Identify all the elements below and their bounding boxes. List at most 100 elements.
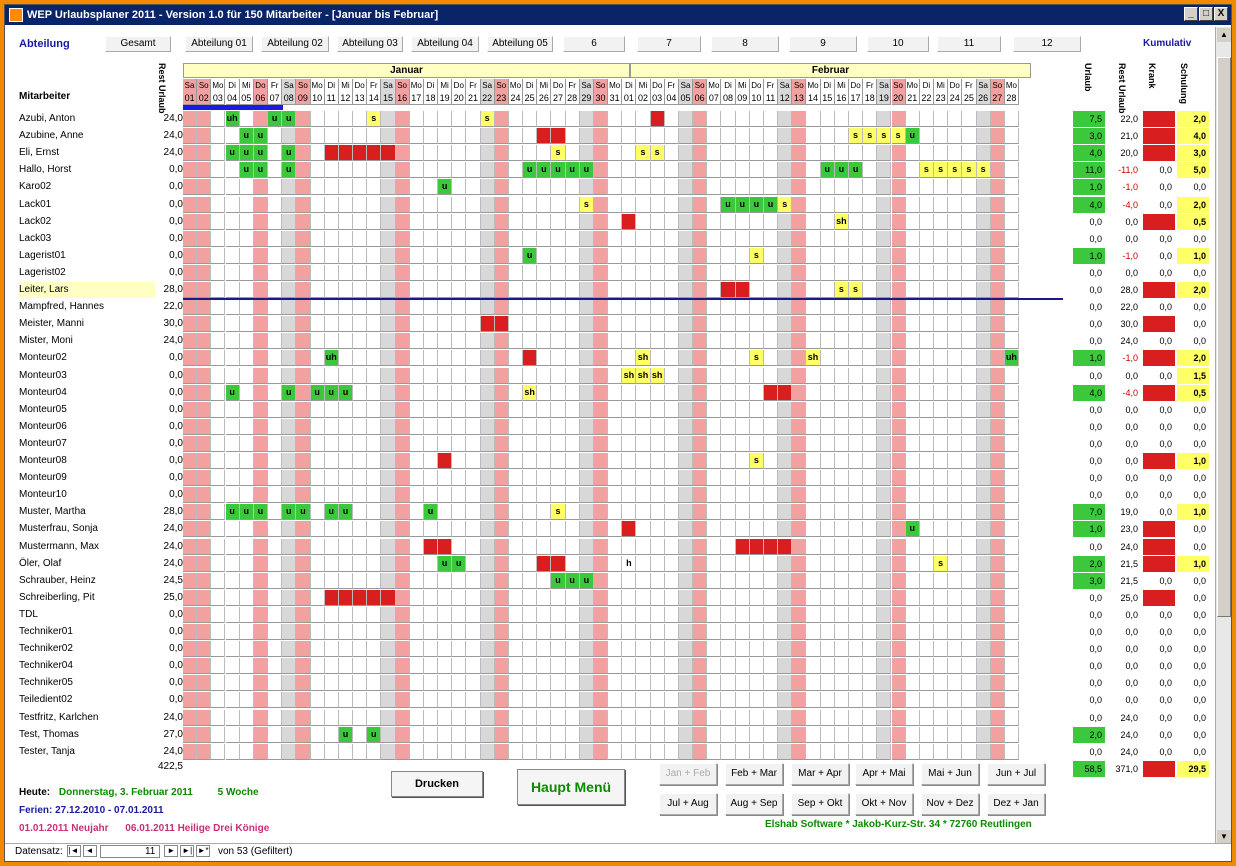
day-cell[interactable] bbox=[338, 111, 354, 127]
day-cell[interactable] bbox=[636, 162, 651, 179]
day-cell[interactable] bbox=[693, 128, 708, 145]
day-cell[interactable] bbox=[452, 538, 467, 555]
day-cell[interactable] bbox=[381, 128, 396, 145]
day-cell[interactable] bbox=[409, 179, 424, 196]
day-cell[interactable] bbox=[664, 692, 679, 709]
day-cell[interactable] bbox=[664, 418, 679, 435]
day-cell[interactable] bbox=[707, 384, 722, 401]
day-cell[interactable] bbox=[990, 145, 1005, 162]
day-cell[interactable] bbox=[891, 213, 906, 230]
day-cell[interactable] bbox=[183, 726, 198, 743]
day-cell[interactable] bbox=[948, 264, 963, 281]
day-cell[interactable] bbox=[693, 213, 708, 230]
day-cell[interactable] bbox=[183, 675, 198, 692]
day-cell[interactable] bbox=[792, 555, 807, 572]
day-cell[interactable] bbox=[296, 367, 311, 384]
day-cell[interactable] bbox=[608, 709, 623, 726]
day-cell[interactable] bbox=[636, 487, 651, 504]
day-cell[interactable] bbox=[792, 418, 807, 435]
employee-name[interactable]: Hallo, Horst bbox=[19, 164, 72, 176]
day-cell[interactable] bbox=[282, 196, 297, 213]
day-cell[interactable] bbox=[338, 299, 354, 316]
day-cell[interactable] bbox=[905, 145, 920, 162]
day-cell[interactable] bbox=[452, 453, 467, 469]
day-cell[interactable] bbox=[962, 128, 977, 145]
day-cell[interactable] bbox=[778, 624, 793, 640]
day-cell[interactable] bbox=[268, 453, 283, 469]
day-cell[interactable] bbox=[211, 538, 226, 555]
day-cell[interactable] bbox=[891, 196, 906, 213]
day-cell[interactable] bbox=[565, 743, 580, 760]
day-cell[interactable] bbox=[948, 555, 963, 572]
scroll-thumb[interactable] bbox=[1217, 57, 1231, 617]
day-cell[interactable] bbox=[962, 145, 977, 162]
day-cell[interactable] bbox=[466, 418, 481, 435]
day-cell[interactable] bbox=[324, 675, 339, 692]
day-cell[interactable] bbox=[282, 230, 297, 247]
day-cell[interactable] bbox=[579, 726, 594, 743]
day-cell[interactable] bbox=[749, 624, 764, 640]
day-cell[interactable] bbox=[353, 470, 368, 487]
day-cell[interactable] bbox=[296, 624, 311, 640]
day-cell[interactable] bbox=[650, 624, 665, 640]
day-cell[interactable] bbox=[197, 743, 212, 760]
day-cell[interactable] bbox=[310, 555, 325, 572]
day-cell[interactable] bbox=[636, 658, 651, 675]
day-cell[interactable] bbox=[707, 367, 722, 384]
day-cell[interactable] bbox=[763, 606, 779, 623]
day-cell[interactable] bbox=[905, 692, 920, 709]
day-cell[interactable] bbox=[381, 624, 396, 640]
employee-name[interactable]: Techniker02 bbox=[19, 643, 73, 655]
day-cell[interactable] bbox=[834, 367, 849, 384]
day-cell[interactable] bbox=[820, 128, 835, 145]
day-cell[interactable] bbox=[452, 726, 467, 743]
day-cell[interactable] bbox=[934, 641, 949, 658]
day-cell[interactable] bbox=[211, 435, 226, 452]
day-cell[interactable] bbox=[239, 367, 254, 384]
day-cell[interactable] bbox=[593, 470, 609, 487]
day-cell[interactable] bbox=[877, 538, 892, 555]
day-cell[interactable] bbox=[593, 572, 609, 589]
day-cell[interactable] bbox=[409, 316, 424, 333]
day-cell[interactable] bbox=[806, 692, 821, 709]
day-cell[interactable] bbox=[508, 589, 524, 606]
day-cell[interactable] bbox=[452, 641, 467, 658]
day-cell[interactable] bbox=[523, 213, 538, 230]
day-cell[interactable] bbox=[310, 333, 325, 350]
day-cell[interactable] bbox=[763, 453, 779, 469]
next-record-icon[interactable]: ► bbox=[164, 845, 179, 858]
print-button[interactable]: Drucken bbox=[391, 771, 483, 797]
day-cell[interactable] bbox=[820, 453, 835, 469]
day-cell[interactable] bbox=[919, 247, 934, 264]
day-cell[interactable] bbox=[523, 709, 538, 726]
day-cell[interactable] bbox=[749, 213, 764, 230]
day-cell[interactable] bbox=[934, 726, 949, 743]
day-cell[interactable] bbox=[806, 384, 821, 401]
day-cell[interactable] bbox=[678, 555, 694, 572]
day-cell[interactable] bbox=[438, 726, 453, 743]
day-cell[interactable] bbox=[721, 589, 736, 606]
day-cell[interactable] bbox=[834, 111, 849, 127]
day-cell[interactable] bbox=[423, 128, 439, 145]
day-cell[interactable] bbox=[962, 624, 977, 640]
day-cell[interactable] bbox=[310, 487, 325, 504]
day-cell[interactable] bbox=[792, 162, 807, 179]
day-cell[interactable] bbox=[863, 709, 878, 726]
day-cell[interactable] bbox=[834, 316, 849, 333]
day-cell[interactable] bbox=[551, 247, 566, 264]
day-cell[interactable] bbox=[381, 213, 396, 230]
day-cell[interactable] bbox=[523, 675, 538, 692]
day-cell[interactable] bbox=[310, 504, 325, 521]
day-cell[interactable] bbox=[877, 641, 892, 658]
day-cell[interactable] bbox=[508, 316, 524, 333]
day-cell[interactable] bbox=[820, 435, 835, 452]
month-button-row2-4[interactable]: Nov + Dez bbox=[921, 793, 979, 815]
day-cell[interactable] bbox=[537, 128, 552, 145]
day-cell[interactable] bbox=[848, 692, 864, 709]
day-cell[interactable] bbox=[537, 658, 552, 675]
day-cell[interactable]: u bbox=[225, 384, 240, 401]
day-cell[interactable] bbox=[820, 675, 835, 692]
day-cell[interactable] bbox=[523, 624, 538, 640]
day-cell[interactable] bbox=[452, 333, 467, 350]
day-cell[interactable] bbox=[919, 435, 934, 452]
